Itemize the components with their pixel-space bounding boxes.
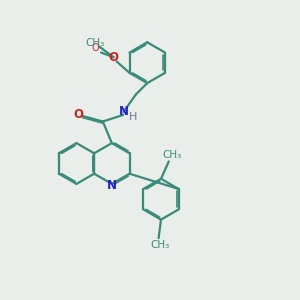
Text: CH₃: CH₃ — [163, 150, 182, 161]
Text: CH₃: CH₃ — [150, 240, 169, 250]
Text: O: O — [109, 51, 119, 64]
Text: O: O — [92, 43, 100, 53]
Text: O: O — [74, 108, 84, 121]
Text: N: N — [107, 178, 117, 192]
Text: H: H — [129, 112, 138, 122]
Text: N: N — [118, 105, 128, 119]
Text: CH₃: CH₃ — [85, 38, 105, 48]
